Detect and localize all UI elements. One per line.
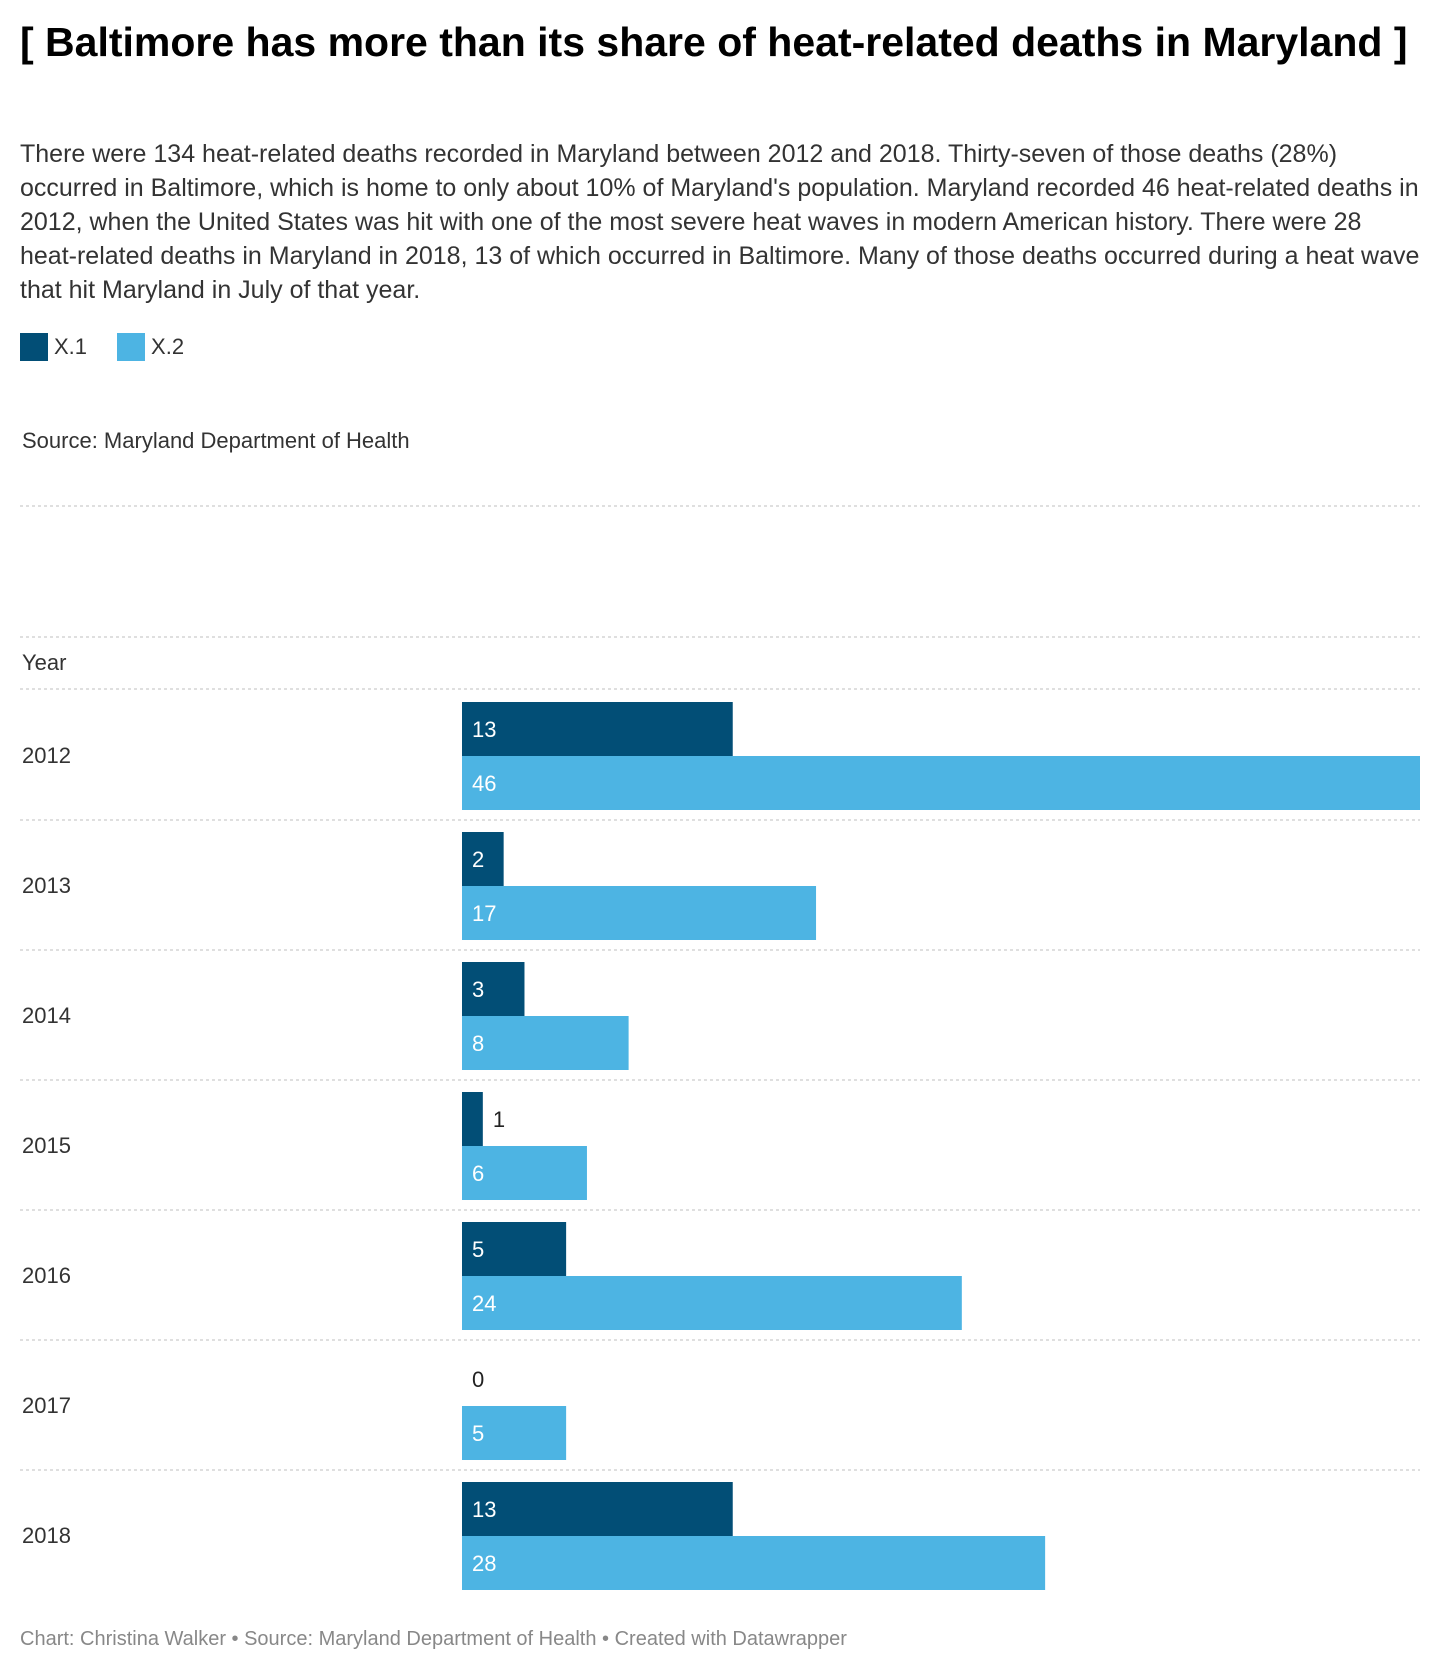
bar-X1-2016 bbox=[462, 1222, 567, 1276]
bar-X2-2017 bbox=[462, 1406, 567, 1460]
data-label-X2-2014: 8 bbox=[472, 1031, 484, 1056]
row-label-2014: 2014 bbox=[22, 1003, 71, 1028]
data-label-X1-2018: 13 bbox=[472, 1497, 496, 1522]
bar-X1-2014 bbox=[462, 962, 525, 1016]
row-label-2017: 2017 bbox=[22, 1393, 71, 1418]
bar-X2-2015 bbox=[462, 1146, 587, 1200]
legend-item-x1: X.1 bbox=[20, 333, 87, 361]
data-label-X1-2016: 5 bbox=[472, 1237, 484, 1262]
data-label-X2-2016: 24 bbox=[472, 1291, 496, 1316]
data-label-X2-2012: 46 bbox=[472, 771, 496, 796]
data-label-X1-2013: 2 bbox=[472, 847, 484, 872]
data-label-X1-2012: 13 bbox=[472, 717, 496, 742]
bar-X2-2014 bbox=[462, 1016, 629, 1070]
bar-X1-2012 bbox=[462, 702, 733, 756]
row-label-2015: 2015 bbox=[22, 1133, 71, 1158]
row-label-2016: 2016 bbox=[22, 1263, 71, 1288]
row-label-2018: 2018 bbox=[22, 1523, 71, 1548]
legend-label-x1: X.1 bbox=[54, 334, 88, 359]
chart-footer: Chart: Christina Walker • Source: Maryla… bbox=[20, 1628, 847, 1650]
legend-swatch-x2 bbox=[117, 333, 146, 361]
chart-description: There were 134 heat-related deaths recor… bbox=[20, 140, 1420, 304]
data-label-X1-2015: 1 bbox=[493, 1107, 505, 1132]
data-label-X2-2013: 17 bbox=[472, 901, 496, 926]
data-label-X1-2014: 3 bbox=[472, 977, 484, 1002]
data-label-X1-2017: 0 bbox=[472, 1367, 484, 1392]
bar-X1-2018 bbox=[462, 1482, 733, 1536]
row-label-2012: 2012 bbox=[22, 743, 71, 768]
row-label-2013: 2013 bbox=[22, 873, 71, 898]
legend-swatch-x1 bbox=[20, 333, 48, 361]
data-label-X2-2018: 28 bbox=[472, 1551, 496, 1576]
bar-chart: Year 2012 13 46 2013 2 17 2014 3 8 2015 1 6 2016 5 24 20… bbox=[20, 505, 1420, 1590]
bar-X1-2013 bbox=[462, 832, 504, 886]
legend-item-x2: X.2 bbox=[117, 333, 184, 361]
data-label-X2-2015: 6 bbox=[472, 1161, 484, 1186]
data-label-X2-2017: 5 bbox=[472, 1421, 484, 1446]
legend: X.1 X.2 bbox=[20, 332, 214, 362]
chart-title: [ Baltimore has more than its share of h… bbox=[20, 19, 1408, 65]
bar-X2-2016 bbox=[462, 1276, 962, 1330]
bar-X2-2012 bbox=[462, 756, 1420, 810]
legend-label-x2: X.2 bbox=[151, 334, 185, 359]
bar-X2-2018 bbox=[462, 1536, 1046, 1590]
source-note: Source: Maryland Department of Health bbox=[22, 428, 410, 453]
column-header: Year bbox=[22, 650, 66, 675]
bar-X1-2015 bbox=[462, 1092, 483, 1146]
bar-X2-2013 bbox=[462, 886, 817, 940]
